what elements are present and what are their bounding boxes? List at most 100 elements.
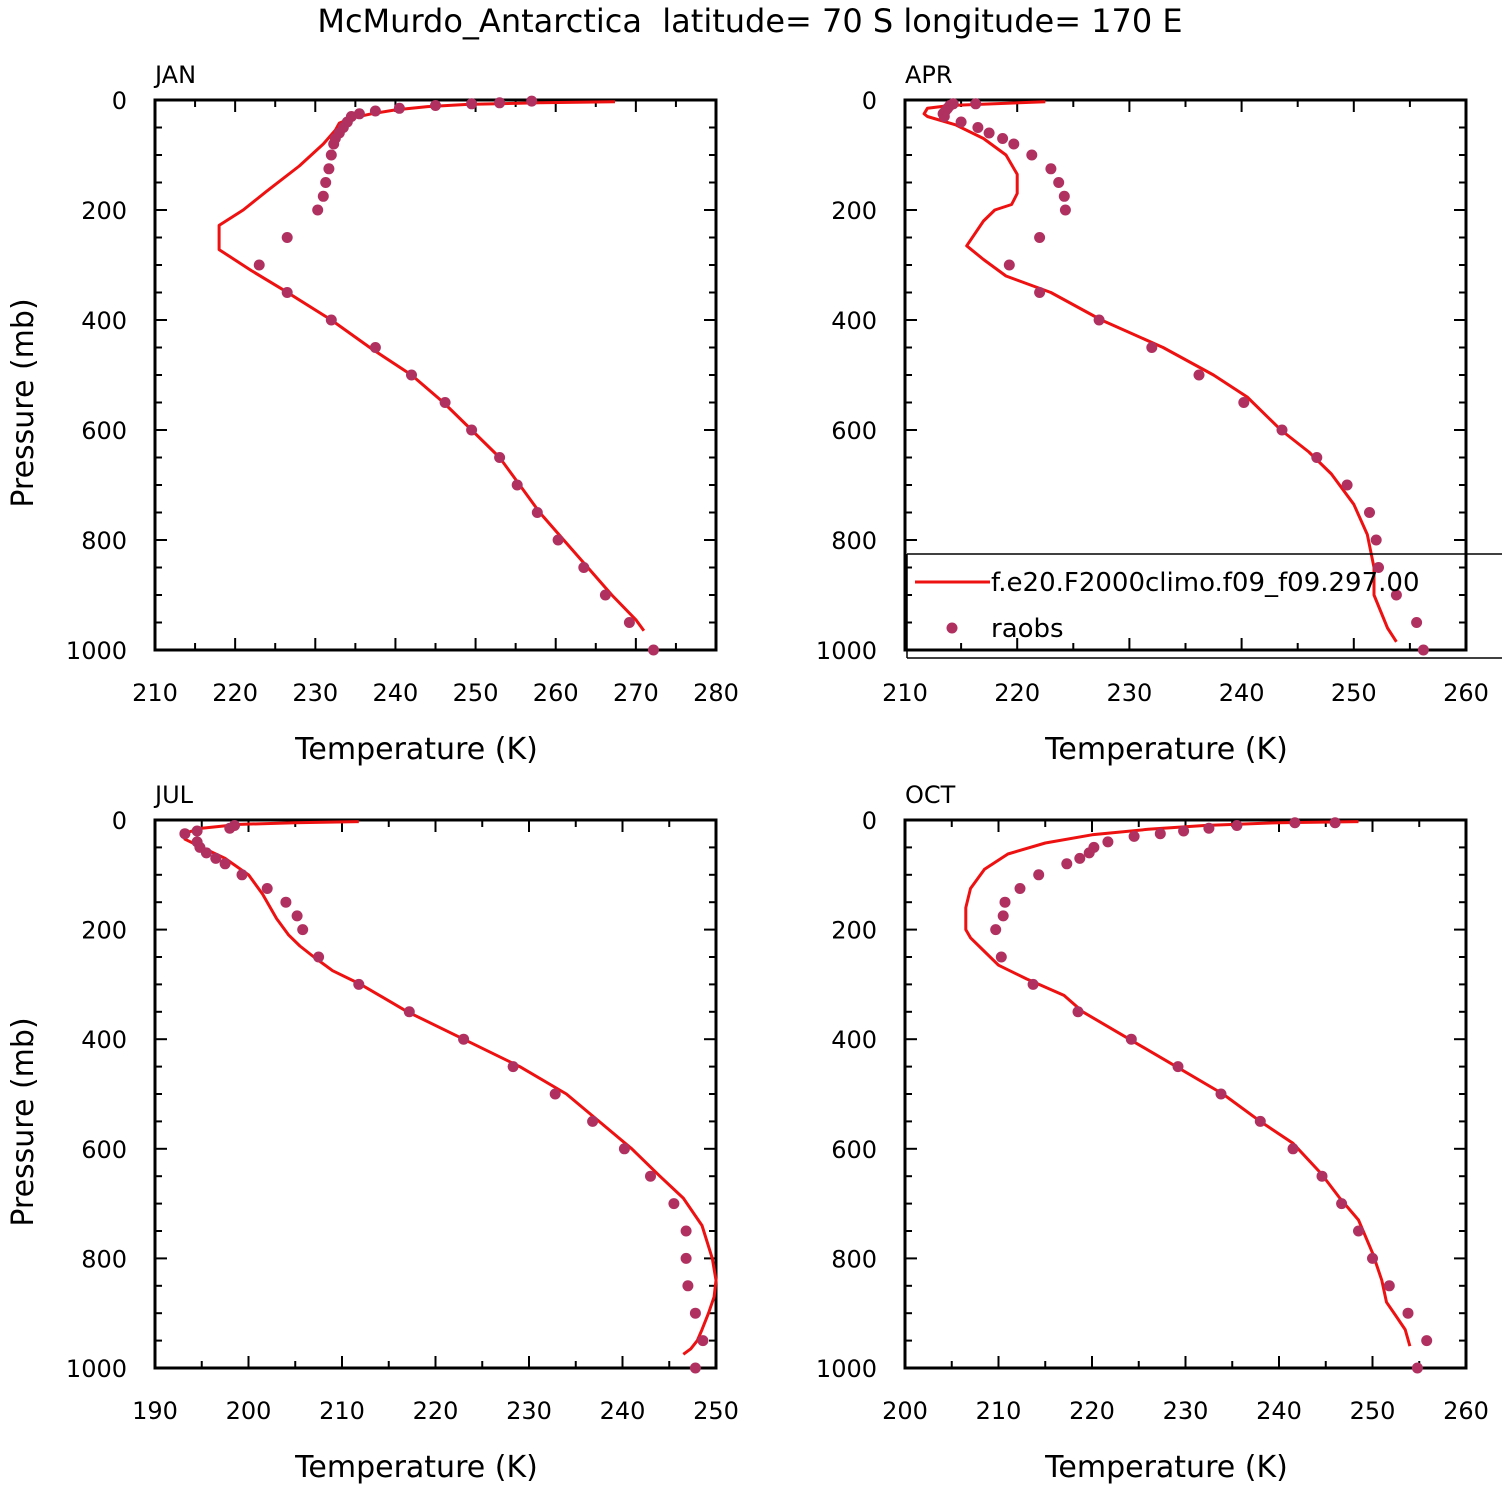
raobs-point (1033, 869, 1045, 881)
raobs-point (1125, 1033, 1137, 1045)
y-axis-label: Pressure (mb) (6, 1017, 41, 1226)
raobs-point (526, 95, 538, 107)
raobs-point (1203, 822, 1215, 834)
x-tick-label: 220 (212, 679, 258, 707)
raobs-point (494, 452, 506, 463)
figure-title: McMurdo_Antarctica latitude= 70 S longit… (317, 2, 1182, 40)
x-axis-label: Temperature (K) (1044, 732, 1288, 767)
raobs-point (1417, 644, 1429, 656)
raobs-point (291, 910, 303, 922)
raobs-point (1367, 1252, 1378, 1264)
x-tick-label: 240 (1219, 679, 1265, 707)
y-axis-label: Pressure (mb) (6, 298, 41, 507)
x-tick-label: 260 (1443, 679, 1489, 707)
raobs-point (990, 924, 1002, 936)
raobs-point (1411, 1362, 1423, 1374)
raobs-point (689, 1362, 701, 1374)
raobs-point (999, 896, 1011, 908)
raobs-point (1341, 479, 1353, 491)
legend-model-label: f.e20.F2000climo.f09_f09.297.00 (991, 568, 1420, 598)
raobs-point (668, 1198, 680, 1210)
raobs-point (179, 828, 191, 840)
raobs-point (210, 852, 222, 864)
raobs-point (1008, 138, 1020, 150)
panel-jan: JAN 210 220 230 240 250 260 270 280 0 200 400 600 800… (6, 61, 739, 767)
raobs-point (1383, 1280, 1395, 1292)
raobs-point (997, 133, 1009, 144)
raobs-point (1026, 149, 1038, 161)
x-tick-label: 200 (226, 1397, 272, 1425)
x-tick-label: 210 (319, 1397, 365, 1425)
y-tick-label: 1000 (816, 637, 877, 665)
panel-jul: JUL 190 200 210 220 230 240 250 0 200 400 600 800 100… (6, 781, 739, 1485)
y-tick-label: 0 (112, 807, 127, 835)
y-tick-label: 0 (862, 807, 877, 835)
raobs-point (618, 1143, 630, 1155)
x-tick-label: 220 (994, 679, 1040, 707)
x-tick-label: 250 (1331, 679, 1377, 707)
raobs-point (236, 869, 248, 881)
raobs-point (1093, 314, 1105, 326)
raobs-point (323, 163, 335, 175)
y-tick-label: 400 (831, 307, 877, 335)
raobs-point (1003, 259, 1015, 271)
y-tick-label: 200 (831, 197, 877, 225)
raobs-point (280, 896, 292, 908)
y-tick-label: 600 (831, 417, 877, 445)
x-tick-label: 220 (413, 1397, 459, 1425)
raobs-point (1027, 978, 1039, 990)
raobs-point (578, 562, 590, 573)
raobs-point (317, 190, 329, 202)
x-tick-label: 250 (453, 679, 499, 707)
raobs-point (645, 1170, 656, 1182)
raobs-point (1238, 397, 1250, 408)
raobs-point (1254, 1115, 1266, 1127)
x-tick-label: 250 (1350, 1397, 1396, 1425)
x-tick-label: 260 (1443, 1397, 1489, 1425)
raobs-point (1083, 847, 1095, 859)
panel-title: JAN (153, 61, 196, 89)
raobs-point (1231, 820, 1243, 831)
raobs-point (297, 924, 309, 936)
raobs-point (494, 97, 506, 109)
raobs-point (1058, 190, 1070, 202)
raobs-point (369, 342, 381, 353)
panel-title: APR (905, 61, 953, 89)
raobs-point (680, 1252, 692, 1264)
raobs-point (403, 1006, 415, 1018)
raobs-point (1353, 1225, 1364, 1237)
raobs-point (466, 98, 478, 110)
raobs-point (1061, 858, 1073, 870)
raobs-point (458, 1033, 470, 1045)
raobs-point (549, 1088, 561, 1100)
raobs-point (224, 822, 236, 834)
x-tick-label: 230 (292, 679, 338, 707)
y-tick-label: 400 (81, 1026, 127, 1054)
raobs-point (1034, 232, 1046, 243)
raobs-point (406, 369, 417, 381)
raobs-point (312, 204, 324, 216)
y-tick-label: 600 (81, 417, 127, 445)
x-tick-label: 210 (976, 1397, 1022, 1425)
model-profile-line (922, 100, 1398, 643)
x-tick-label: 260 (533, 679, 579, 707)
raobs-point (1014, 883, 1026, 894)
x-tick-label: 230 (506, 1397, 552, 1425)
x-tick-label: 190 (132, 1397, 178, 1425)
y-tick-label: 800 (831, 1245, 877, 1273)
raobs-point (970, 98, 982, 110)
raobs-point (648, 644, 659, 656)
raobs-point (995, 951, 1007, 963)
raobs-point (599, 589, 611, 601)
y-tick-label: 600 (81, 1136, 127, 1164)
raobs-point (369, 105, 381, 117)
raobs-point (219, 858, 231, 870)
raobs-point (430, 100, 441, 111)
raobs-point (281, 232, 293, 243)
raobs-point (1411, 617, 1423, 628)
raobs-point (393, 102, 405, 114)
raobs-point (1336, 1198, 1348, 1210)
x-tick-label: 210 (882, 679, 928, 707)
y-tick-label: 1000 (816, 1355, 877, 1383)
